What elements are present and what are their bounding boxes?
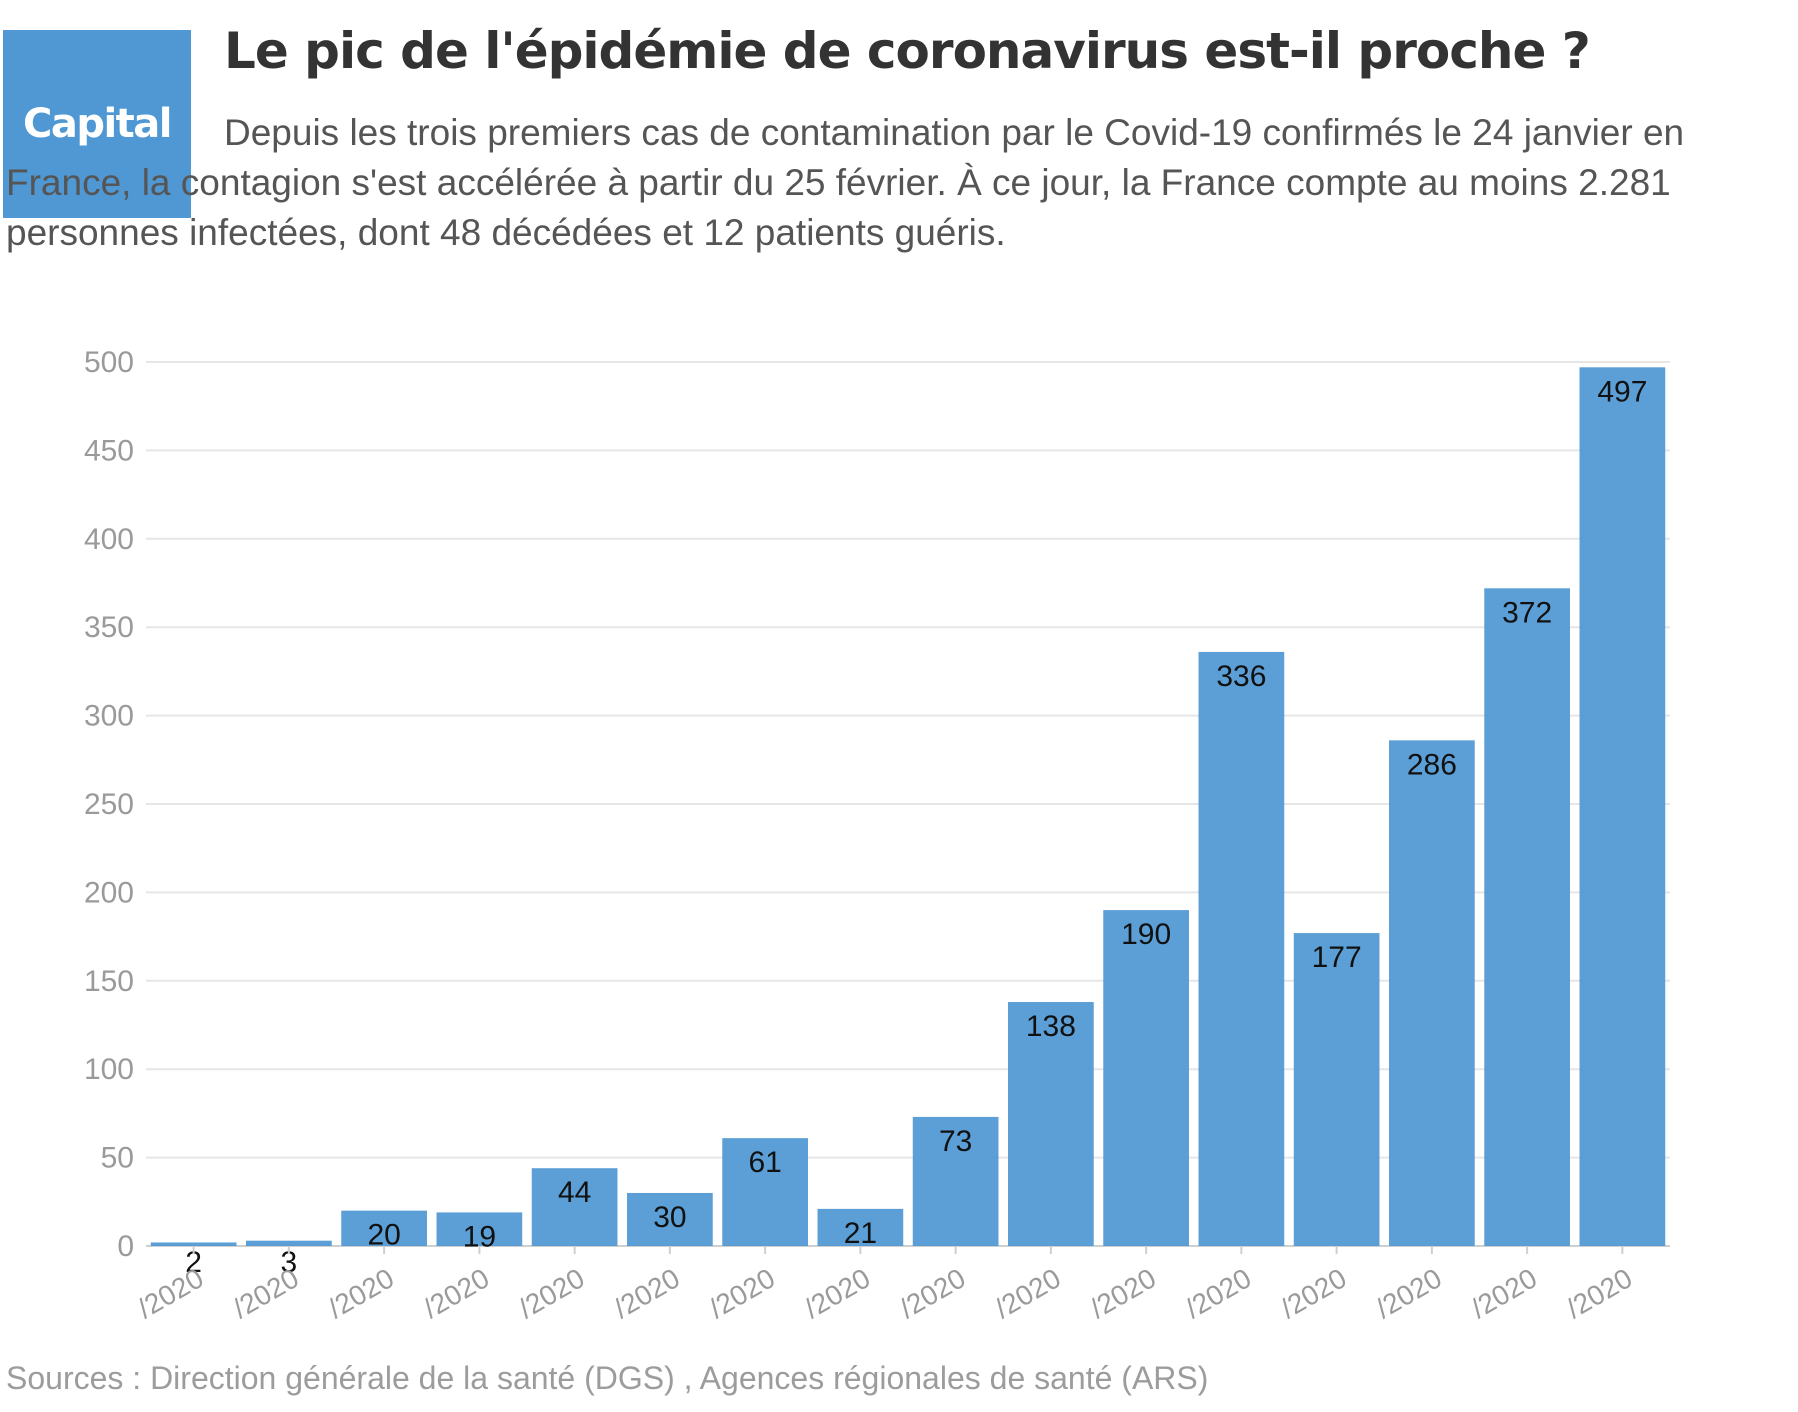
bar (1103, 910, 1189, 1246)
y-tick-label: 400 (84, 523, 134, 556)
capital-logo: Capital (3, 30, 191, 218)
data-label: 138 (1026, 1010, 1076, 1043)
y-tick-label: 300 (84, 700, 134, 733)
x-tick-label: /2020 (1371, 1262, 1447, 1324)
x-tick-label: /2020 (1180, 1262, 1256, 1324)
x-tick-label: /2020 (799, 1262, 875, 1324)
chart-title: Le pic de l'épidémie de coronavirus est-… (224, 22, 1591, 80)
x-tick-label: /2020 (1561, 1262, 1637, 1324)
x-tick-label: /2020 (132, 1262, 208, 1324)
y-tick-label: 200 (84, 876, 134, 909)
x-tick-label: /2020 (990, 1262, 1066, 1324)
bar (1389, 740, 1475, 1246)
y-tick-label: 50 (101, 1142, 134, 1175)
y-tick-label: 500 (84, 346, 134, 379)
x-axis: /2020/2020/2020/2020/2020/2020/2020/2020… (132, 1246, 1637, 1324)
bar (436, 1212, 523, 1246)
x-tick-label: /2020 (894, 1262, 970, 1324)
x-tick-label: /2020 (704, 1262, 780, 1324)
y-axis: 0 50 100 150 200 250 300 350 400 450 500 (84, 346, 134, 1263)
data-label: 286 (1407, 748, 1457, 781)
data-label: 21 (844, 1217, 877, 1250)
source-note: Sources : Direction générale de la santé… (6, 1360, 1209, 1396)
data-label: 372 (1502, 596, 1552, 629)
data-label: 44 (558, 1176, 591, 1209)
y-tick-label: 150 (84, 965, 134, 998)
bar (341, 1210, 427, 1246)
y-tick-label: 0 (117, 1230, 134, 1263)
bar (912, 1116, 999, 1246)
x-tick-label: /2020 (513, 1262, 589, 1324)
bar (1293, 933, 1380, 1246)
bar (246, 1240, 332, 1246)
x-tick-label: /2020 (1466, 1262, 1542, 1324)
data-label: 190 (1121, 918, 1171, 951)
bar (531, 1168, 618, 1246)
data-label: 3 (281, 1246, 298, 1279)
x-tick-label: /2020 (1275, 1262, 1351, 1324)
bar (1008, 1002, 1094, 1246)
data-label: 336 (1216, 660, 1266, 693)
data-label: 73 (939, 1125, 972, 1158)
logo-text: Capital (22, 101, 173, 147)
y-tick-label: 450 (84, 434, 134, 467)
bar (722, 1138, 808, 1246)
bar (817, 1208, 904, 1246)
x-tick-label: /2020 (418, 1262, 494, 1324)
bar (1484, 588, 1570, 1246)
x-tick-label: /2020 (1085, 1262, 1161, 1324)
x-tick-label: /2020 (323, 1262, 399, 1324)
bar (627, 1192, 713, 1246)
y-tick-label: 350 (84, 611, 134, 644)
data-label: 2 (185, 1246, 202, 1279)
y-tick-label: 250 (84, 788, 134, 821)
data-label: 61 (748, 1146, 781, 1179)
chart-subtitle: Depuis les trois premiers cas de contami… (6, 112, 1685, 253)
bar (1579, 367, 1666, 1247)
data-label: 497 (1597, 375, 1647, 408)
y-tick-label: 100 (84, 1053, 134, 1086)
bar (1198, 651, 1285, 1246)
x-tick-label: /2020 (228, 1262, 304, 1324)
data-label: 177 (1312, 941, 1362, 974)
bar (150, 1242, 237, 1246)
x-tick-label: /2020 (609, 1262, 685, 1324)
data-label: 30 (653, 1201, 686, 1234)
